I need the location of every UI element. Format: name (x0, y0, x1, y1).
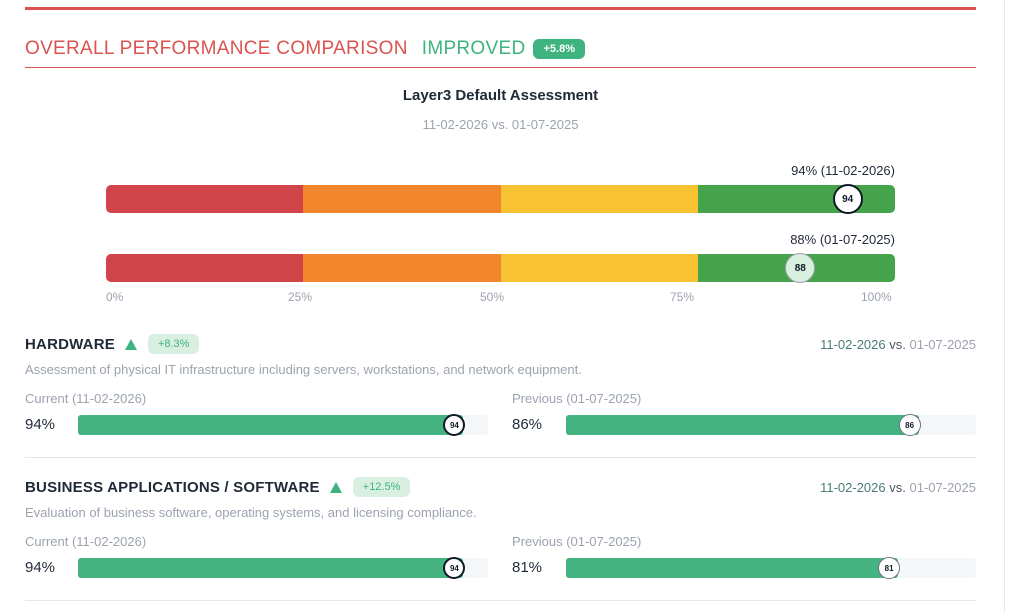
gauge-band-green (697, 185, 895, 213)
section-header: HARDWARE +8.3% (25, 333, 200, 355)
scale-tick-25: 25% (288, 290, 313, 304)
section-date-vs: vs. (889, 337, 906, 352)
section-dates: 11-02-2026 vs. 01-07-2025 (820, 480, 976, 495)
current-score-fill (78, 558, 464, 578)
previous-value: 81% (512, 559, 543, 576)
panel-header: OVERALL PERFORMANCE COMPARISON IMPROVED … (25, 36, 585, 62)
category-section-business-applications: BUSINESS APPLICATIONS / SOFTWARE +12.5% … (25, 476, 976, 612)
section-date-current: 11-02-2026 (820, 480, 886, 495)
section-header: BUSINESS APPLICATIONS / SOFTWARE +12.5% (25, 476, 411, 498)
current-caption: Current (11-02-2026) (25, 391, 147, 406)
section-delta-badge: +12.5% (352, 477, 411, 497)
previous-caption: Previous (01-07-2025) (512, 534, 642, 549)
scale-tick-100: 100% (861, 290, 892, 304)
previous-score-bar: 81 (566, 557, 976, 579)
previous-score-marker: 88 (785, 253, 816, 283)
section-date-vs: vs. (889, 480, 906, 495)
performance-panel: OVERALL PERFORMANCE COMPARISON IMPROVED … (25, 0, 976, 612)
gauge-band-yellow (500, 254, 698, 282)
trend-up-icon (329, 481, 342, 493)
previous-score-marker: 81 (878, 557, 901, 579)
gauge-band-orange (303, 254, 501, 282)
previous-score-fill (566, 415, 919, 435)
current-gauge-label: 94% (11-02-2026) (791, 163, 895, 178)
gauge-band-orange (303, 185, 501, 213)
overall-delta-badge: +5.8% (533, 39, 585, 59)
panel-title: OVERALL PERFORMANCE COMPARISON (25, 38, 408, 59)
assessment-title: Layer3 Default Assessment (402, 87, 599, 104)
category-section-hardware: HARDWARE +8.3% 11-02-2026 vs. 01-07-2025… (25, 333, 976, 473)
section-title: HARDWARE (25, 335, 115, 353)
current-score-bar: 94 (78, 557, 488, 579)
current-value: 94% (25, 416, 56, 433)
current-caption: Current (11-02-2026) (25, 534, 147, 549)
current-score-marker: 94 (832, 184, 863, 214)
previous-gauge-label: 88% (01-07-2025) (790, 232, 895, 247)
gauge-band-red (106, 185, 304, 213)
scale-tick-50: 50% (480, 290, 505, 304)
section-date-current: 11-02-2026 (820, 337, 886, 352)
previous-score-marker: 86 (898, 414, 921, 436)
section-title: BUSINESS APPLICATIONS / SOFTWARE (25, 478, 320, 496)
scale-tick-0: 0% (106, 290, 124, 304)
section-description: Assessment of physical IT infrastructure… (25, 362, 582, 377)
section-dates: 11-02-2026 vs. 01-07-2025 (820, 337, 976, 352)
previous-value: 86% (512, 416, 543, 433)
current-score-fill (78, 415, 464, 435)
section-delta-badge: +8.3% (147, 334, 200, 354)
previous-caption: Previous (01-07-2025) (512, 391, 642, 406)
scale-tick-75: 75% (670, 290, 695, 304)
header-divider (25, 67, 976, 68)
assessment-dates: 11-02-2026 vs. 01-07-2025 (422, 117, 579, 132)
previous-score-bar: 86 (566, 414, 976, 436)
current-value: 94% (25, 559, 56, 576)
section-description: Evaluation of business software, operati… (25, 505, 477, 520)
previous-score-fill (566, 558, 899, 578)
section-divider (25, 600, 976, 601)
previous-score-gauge (106, 254, 895, 282)
current-score-bar: 94 (78, 414, 488, 436)
current-score-gauge (106, 185, 895, 213)
scrollbar-track[interactable] (1004, 0, 1005, 612)
gauge-band-red (106, 254, 304, 282)
trend-up-icon (124, 338, 137, 350)
section-divider (25, 457, 976, 458)
section-date-previous: 01-07-2025 (909, 337, 977, 352)
current-score-marker: 94 (443, 557, 466, 579)
status-label: IMPROVED (421, 38, 526, 59)
section-date-previous: 01-07-2025 (909, 480, 977, 495)
gauge-band-yellow (500, 185, 698, 213)
top-accent-rule (25, 7, 976, 10)
current-score-marker: 94 (443, 414, 466, 436)
